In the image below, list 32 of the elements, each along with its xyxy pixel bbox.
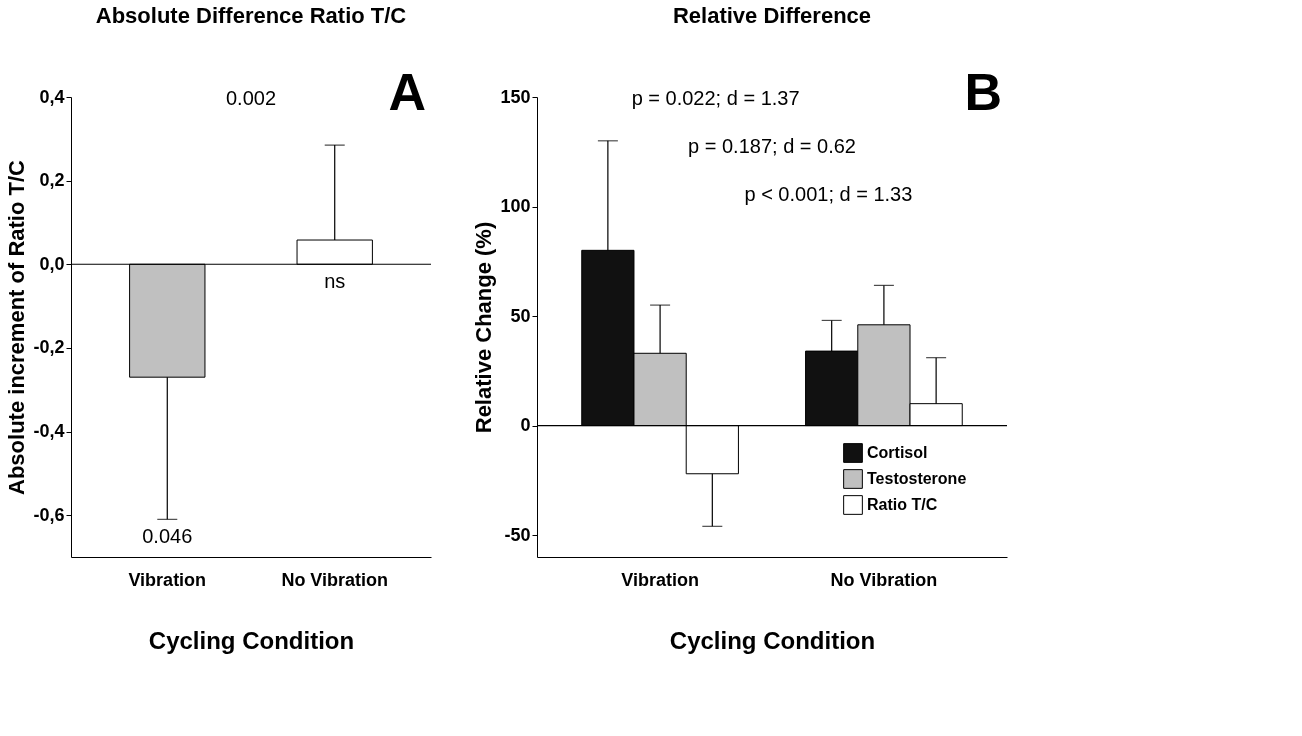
annotation: p < 0.001; d = 1.33	[744, 183, 913, 205]
y-tick-label: -0,4	[33, 421, 65, 442]
x-tick-label: No Vibration	[281, 569, 389, 590]
x-tick-label: No Vibration	[830, 569, 938, 590]
x-tick-label: Vibration	[128, 569, 207, 590]
y-axis-title: Relative Change (%)	[471, 221, 497, 434]
annotation: p = 0.022; d = 1.37	[631, 87, 800, 109]
x-axis-title: Cycling Condition	[148, 626, 355, 654]
y-tick-label: 0,0	[39, 253, 65, 274]
y-tick-label: 0,2	[39, 170, 65, 191]
x-tick-label: Vibration	[621, 569, 699, 590]
y-tick-label: -0,6	[33, 504, 65, 525]
y-tick-label: 0,4	[39, 86, 65, 107]
annotation: B	[964, 63, 1002, 121]
y-tick-label: -0,2	[33, 337, 65, 358]
annotation: A	[388, 63, 426, 121]
legend-label: Cortisol	[867, 444, 928, 461]
legend-label: Testosterone	[867, 470, 967, 487]
y-axis-title: Absolute increment of Ratio T/C	[4, 159, 30, 495]
annotation: 0.046	[142, 525, 193, 548]
legend-label: Ratio T/C	[867, 496, 938, 513]
y-tick-label: 100	[500, 196, 531, 217]
y-tick-label: 50	[510, 305, 531, 326]
y-tick-label: -50	[504, 524, 531, 545]
annotation: ns	[324, 270, 346, 293]
x-axis-title: Cycling Condition	[669, 626, 876, 654]
annotation: p = 0.187; d = 0.62	[688, 135, 856, 157]
annotation: 0.002	[225, 87, 277, 109]
y-tick-label: 150	[500, 86, 531, 107]
chart-title: Relative Difference	[672, 3, 872, 28]
chart-title: Absolute Difference Ratio T/C	[95, 3, 407, 28]
y-tick-label: 0	[520, 415, 531, 436]
